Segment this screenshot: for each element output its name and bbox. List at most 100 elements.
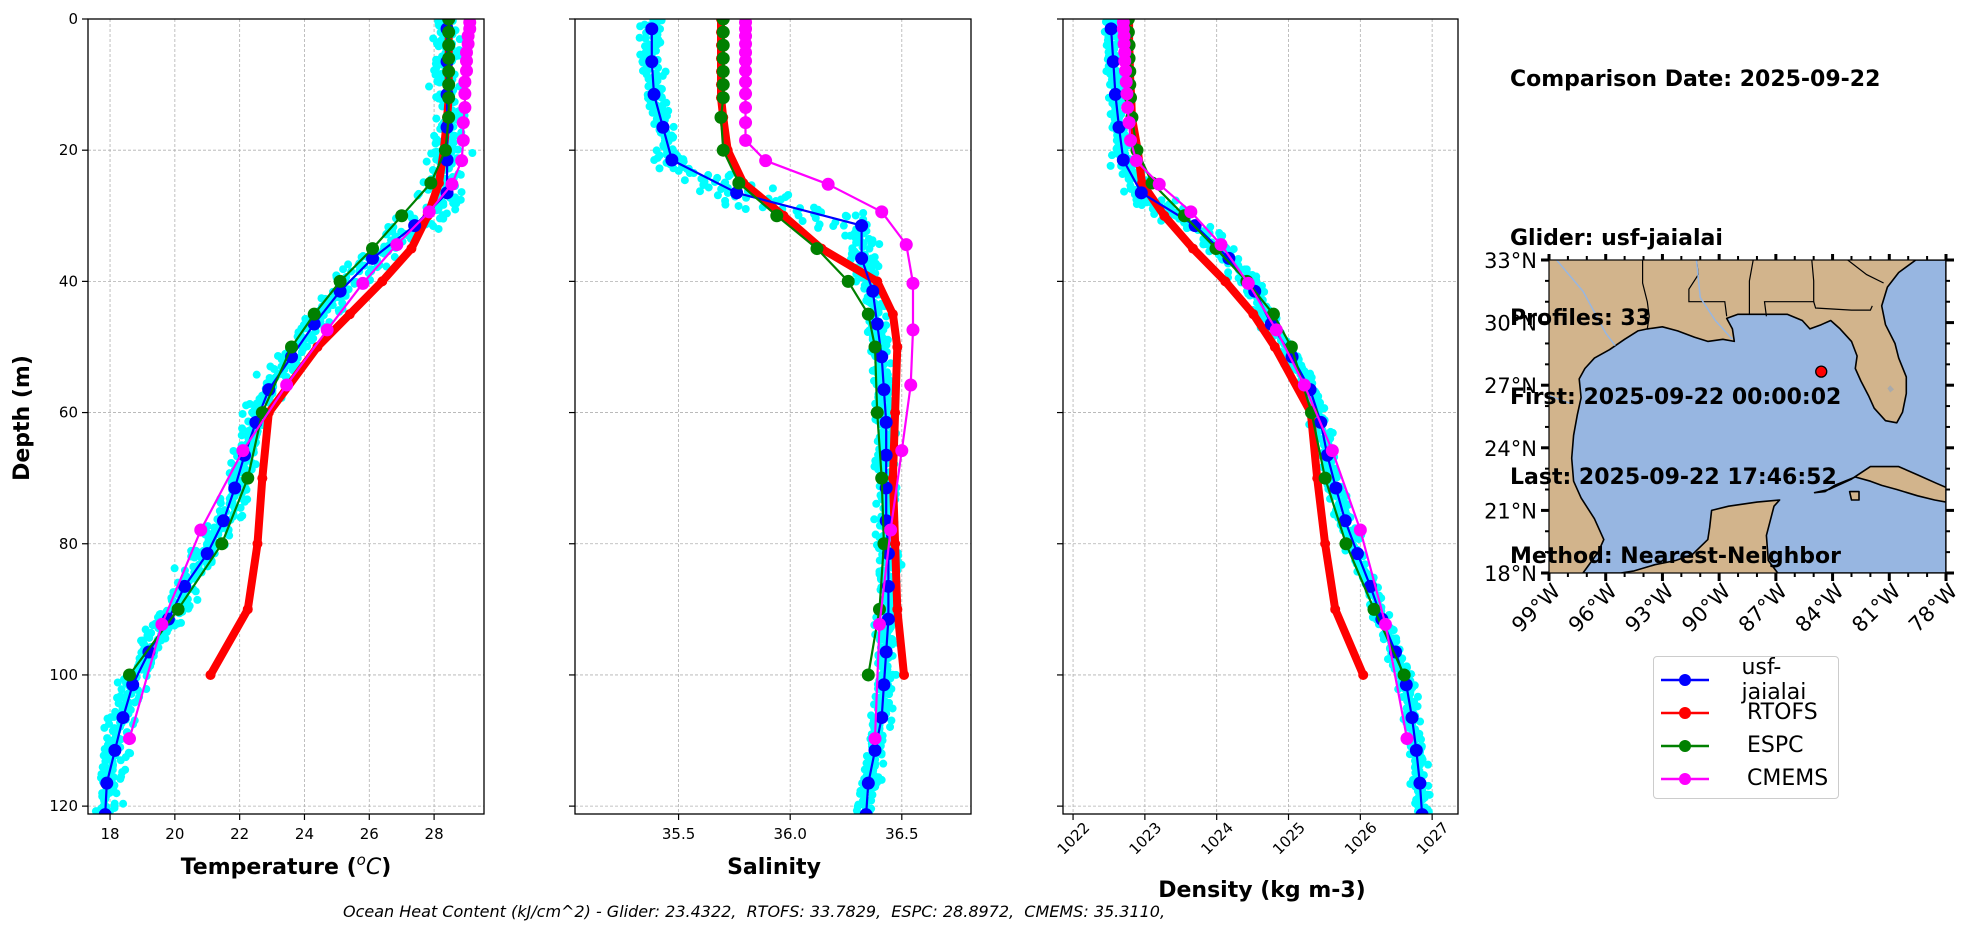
data-point	[456, 133, 470, 147]
raw-scatter-point	[216, 499, 225, 508]
raw-scatter-point	[299, 345, 308, 354]
raw-scatter-point	[434, 42, 443, 51]
data-point	[861, 668, 875, 682]
data-point	[456, 116, 470, 130]
raw-scatter-point	[655, 164, 664, 173]
last-time: Last: 2025-09-22 17:46:52	[1510, 464, 1837, 490]
raw-scatter-point	[724, 172, 733, 181]
data-point	[442, 91, 456, 105]
raw-scatter-point	[734, 201, 743, 210]
data-point	[841, 274, 855, 288]
series-line	[1122, 21, 1409, 740]
data-point	[252, 538, 263, 549]
series-rtofs	[1124, 19, 1369, 680]
raw-scatter-point	[811, 214, 820, 223]
data-point	[647, 87, 661, 101]
data-point	[1120, 87, 1134, 101]
legend-item-cmems: CMEMS	[1654, 762, 1838, 795]
raw-scatter-point	[113, 678, 122, 687]
data-point	[241, 471, 255, 485]
series-usf-jaialai	[1104, 22, 1429, 814]
data-point	[1378, 617, 1392, 631]
raw-scatter-point	[98, 763, 107, 772]
raw-scatter-point	[674, 166, 683, 175]
raw-scatter-point	[876, 399, 885, 408]
raw-scatter-point	[350, 279, 359, 288]
x-tick-label: 36.0	[773, 825, 806, 843]
data-point	[716, 38, 730, 52]
data-point	[770, 209, 784, 223]
raw-scatter-point	[768, 184, 777, 193]
data-point	[100, 776, 114, 790]
data-point	[1129, 154, 1143, 168]
data-point	[257, 473, 268, 484]
data-point	[810, 242, 824, 256]
data-point	[1318, 471, 1332, 485]
data-point	[716, 78, 730, 92]
state-border	[1748, 260, 1754, 315]
temperature-axis-label: Temperature (oC)	[181, 851, 392, 880]
raw-scatter-point	[741, 204, 750, 213]
data-point	[645, 55, 659, 69]
raw-scatter-point	[1415, 815, 1423, 823]
data-point	[877, 678, 891, 692]
data-point	[714, 110, 728, 124]
series-line	[650, 27, 890, 814]
raw-scatter-point	[1417, 735, 1426, 744]
map-frame	[1548, 259, 1947, 574]
series-usf-jaialai	[645, 22, 895, 814]
raw-scatter-point	[193, 595, 202, 604]
data-point	[716, 91, 730, 105]
data-point	[1241, 276, 1255, 290]
map-y-tick-label: 18°N	[1484, 562, 1537, 586]
raw-scatter-point	[640, 42, 649, 51]
legend-marker-icon	[1661, 673, 1709, 686]
state-border	[1641, 260, 1650, 329]
x-tick-label: 24	[295, 825, 314, 843]
data-point	[366, 242, 380, 256]
x-tick-label: 1025	[1269, 819, 1309, 859]
data-point	[904, 378, 918, 392]
axes-frame	[1062, 18, 1459, 815]
raw-scatter-point	[425, 82, 434, 91]
raw-scatter-point	[112, 789, 121, 798]
series-rtofs	[205, 19, 454, 680]
data-point	[879, 415, 893, 429]
depth-axis-label: Depth (m)	[10, 355, 35, 481]
data-point	[875, 350, 889, 364]
raw-scatter-point	[119, 799, 128, 808]
raw-scatter-point	[680, 176, 689, 185]
raw-scatter-point	[339, 265, 348, 274]
data-point	[1358, 669, 1369, 680]
raw-scatter-point	[102, 816, 110, 824]
x-tick-label: 1026	[1341, 819, 1381, 859]
raw-scatter-point	[851, 211, 860, 220]
raw-scatter-point	[854, 800, 863, 809]
river	[1555, 260, 1616, 347]
raw-scatter-point	[338, 299, 347, 308]
comparison-date: Comparison Date: 2025-09-22	[1510, 67, 1881, 92]
data-point	[739, 87, 753, 101]
data-point	[872, 276, 883, 287]
map-y-tick-label: 30°N	[1484, 312, 1537, 336]
legend-label: ESPC	[1747, 733, 1804, 758]
raw-scatter-point	[1206, 222, 1215, 231]
data-point	[1152, 177, 1166, 191]
raw-scatter-point	[457, 188, 466, 197]
data-point	[899, 238, 913, 252]
raw-scatter-point	[636, 22, 645, 31]
raw-scatter-point	[452, 199, 461, 208]
data-point	[333, 284, 347, 298]
data-point	[739, 54, 753, 68]
data-point	[442, 51, 456, 65]
data-point	[395, 209, 409, 223]
raw-scatter-point	[814, 223, 823, 232]
data-point	[875, 711, 889, 725]
salinity-axis-label: Salinity	[727, 855, 821, 880]
data-point	[716, 19, 730, 26]
x-tick-label: 18	[100, 825, 119, 843]
data-point	[716, 25, 730, 39]
raw-scatter-point	[1383, 655, 1392, 664]
river	[1695, 260, 1733, 340]
raw-scatter-point	[432, 63, 441, 72]
